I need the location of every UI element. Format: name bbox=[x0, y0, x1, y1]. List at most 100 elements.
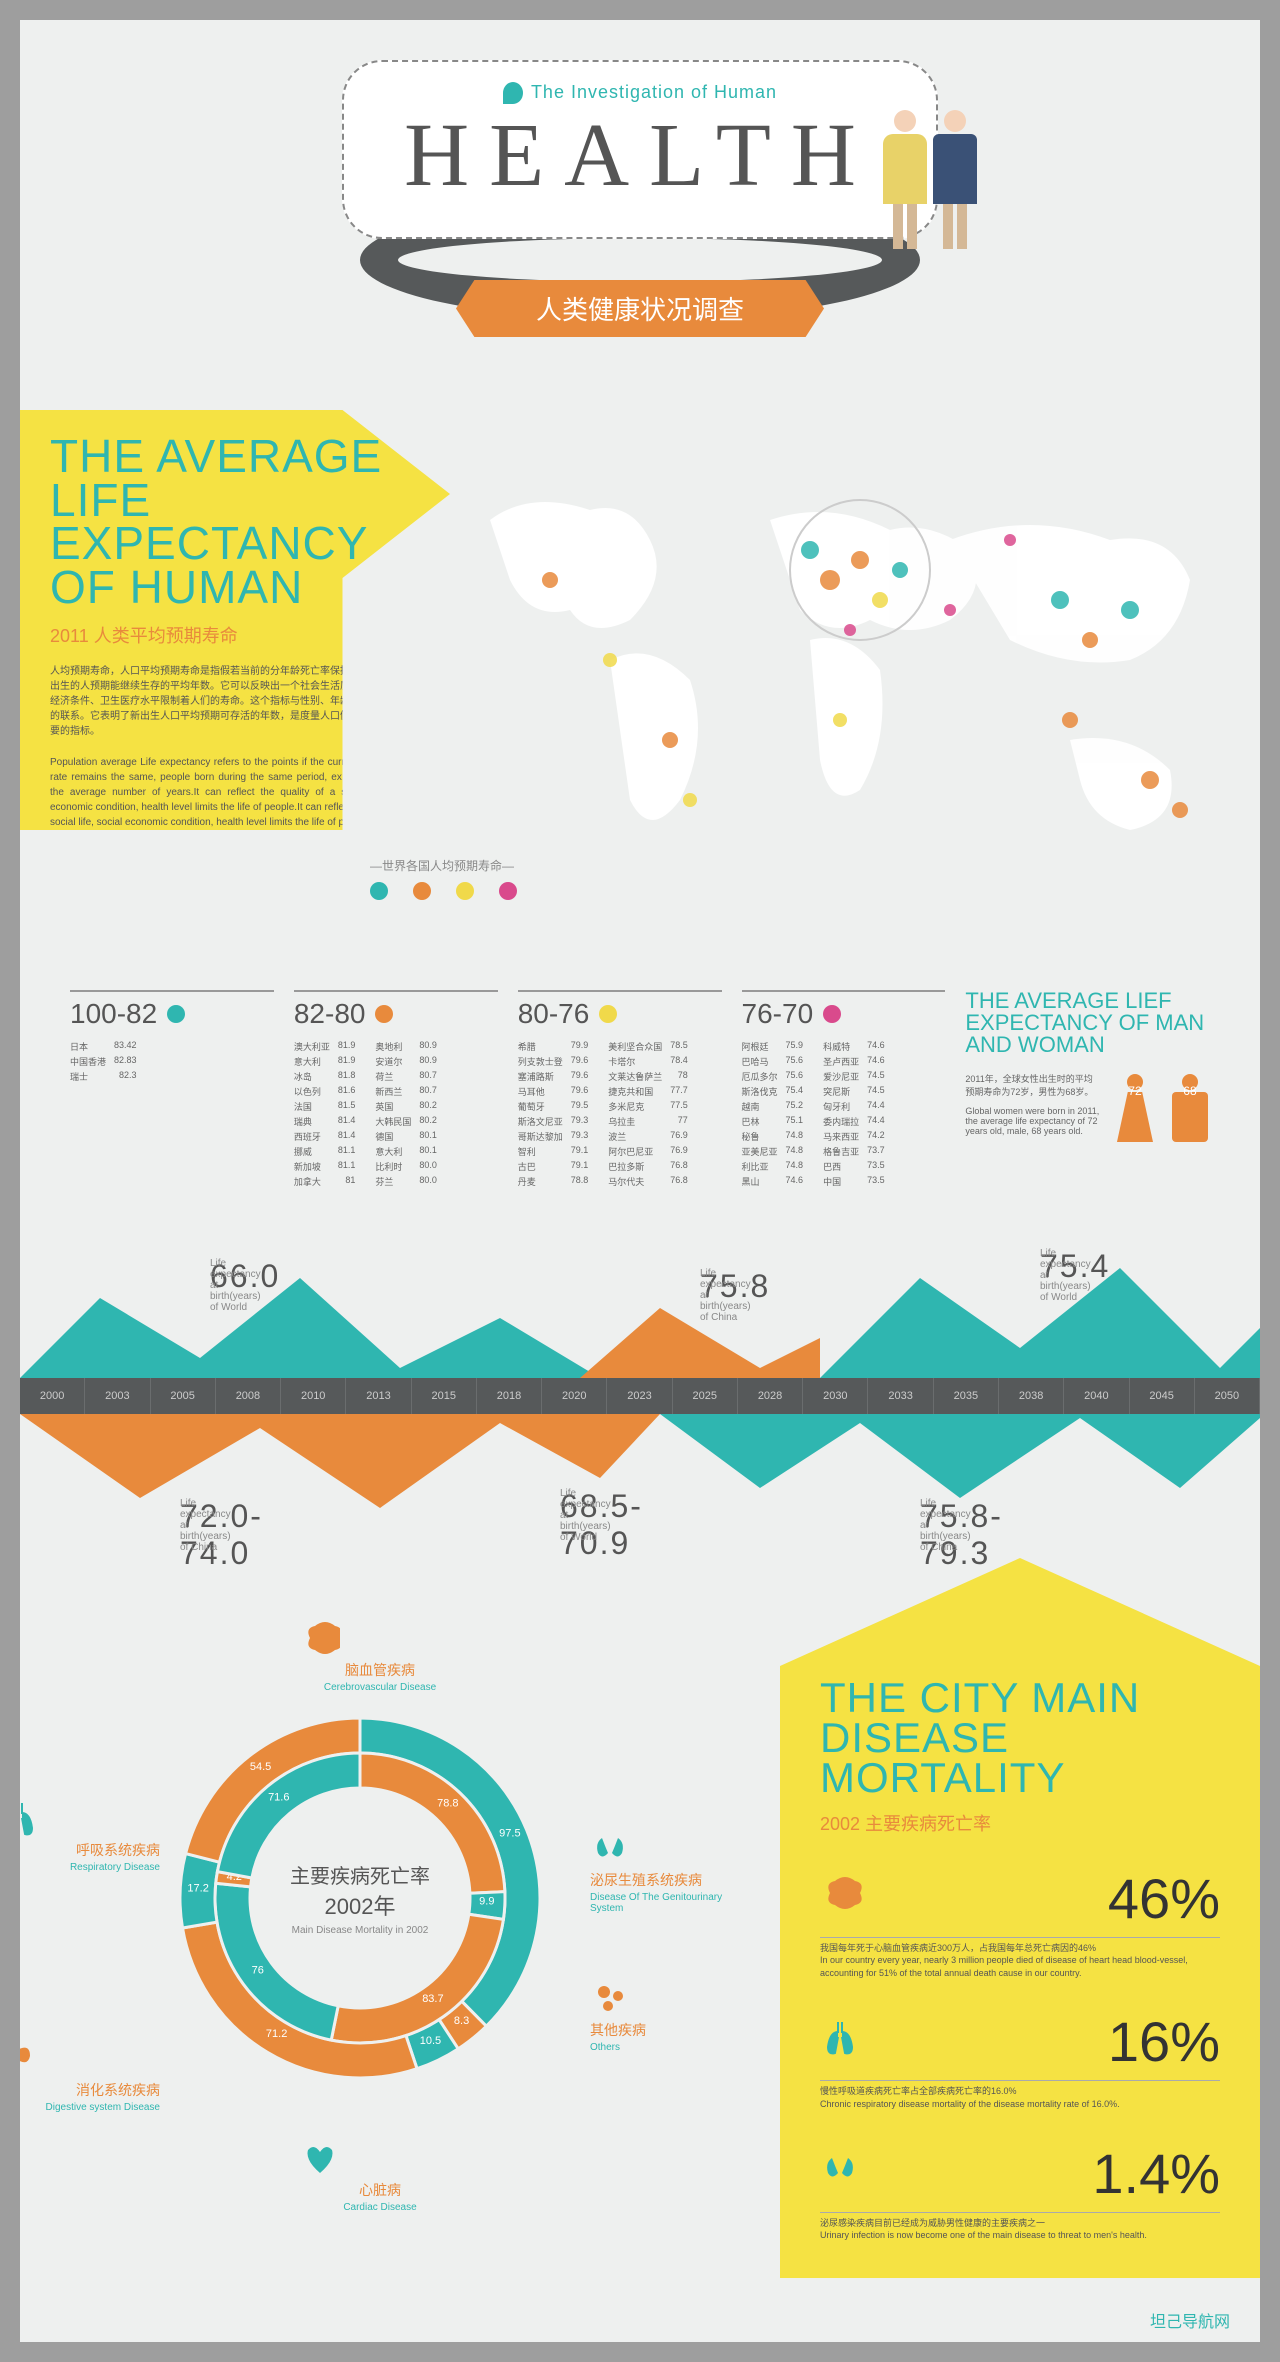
legend-dot bbox=[413, 882, 431, 900]
people-illustration bbox=[880, 110, 980, 249]
table-row: 比利时80.0 bbox=[375, 1160, 437, 1173]
table-row: 哥斯达黎加79.3 bbox=[518, 1130, 589, 1143]
table-row: 意大利81.9 bbox=[294, 1055, 356, 1068]
table-row: 荷兰80.7 bbox=[375, 1070, 437, 1083]
avg-man-woman: THE AVERAGE LIEF EXPECTANCY OF MAN AND W… bbox=[965, 990, 1210, 1142]
section-disease: 97.578.88.39.910.583.771.27617.24.254.57… bbox=[20, 1598, 1260, 2298]
timeline-year: 2045 bbox=[1130, 1378, 1195, 1414]
table-row: 斯洛文尼亚79.3 bbox=[518, 1115, 589, 1128]
timeline-year: 2028 bbox=[738, 1378, 803, 1414]
timeline-year: 2010 bbox=[281, 1378, 346, 1414]
man-figure bbox=[930, 110, 980, 249]
svg-text:83.7: 83.7 bbox=[422, 1993, 443, 2005]
svg-text:9.9: 9.9 bbox=[479, 1896, 494, 1908]
timeline-year: 2025 bbox=[673, 1378, 738, 1414]
table-row: 斯洛伐克75.4 bbox=[742, 1085, 804, 1098]
table-row: 黑山74.6 bbox=[742, 1175, 804, 1188]
body-en: Population average Life expectancy refer… bbox=[50, 755, 420, 830]
section3-subtitle: 2002 主要疾病死亡率 bbox=[820, 1810, 1220, 1836]
timeline-year: 2005 bbox=[151, 1378, 216, 1414]
table-row: 以色列81.6 bbox=[294, 1085, 356, 1098]
table-row: 乌拉圭77 bbox=[608, 1115, 688, 1128]
svg-text:54.5: 54.5 bbox=[250, 1761, 271, 1773]
brain-icon bbox=[820, 1873, 890, 1923]
stat-text: 慢性呼吸道疾病死亡率占全部疾病死亡率的16.0%Chronic respirat… bbox=[820, 2080, 1220, 2110]
female-icon: 72 bbox=[1115, 1074, 1155, 1142]
stat-percent: 46% bbox=[1108, 1866, 1220, 1931]
table-row: 安道尔80.9 bbox=[375, 1055, 437, 1068]
map-legend: —世界各国人均预期寿命— bbox=[370, 857, 517, 900]
subtitle: The Investigation of Human bbox=[404, 82, 876, 104]
table-row: 巴哈马75.6 bbox=[742, 1055, 804, 1068]
table-row: 美利坚合众国78.5 bbox=[608, 1040, 688, 1053]
svg-text:8.3: 8.3 bbox=[454, 2015, 469, 2027]
stat-text: 泌尿感染疾病目前已经成为威胁男性健康的主要疾病之一Urinary infecti… bbox=[820, 2212, 1220, 2242]
brain-icon bbox=[300, 1618, 340, 1658]
timeline-year: 2030 bbox=[803, 1378, 868, 1414]
table-row: 突尼斯74.5 bbox=[823, 1085, 885, 1098]
table-row: 文莱达鲁萨兰78 bbox=[608, 1070, 688, 1083]
range-label: 80-76 bbox=[518, 998, 590, 1030]
timeline-year: 2033 bbox=[868, 1378, 933, 1414]
misc-icon bbox=[590, 1978, 630, 2018]
heart-icon bbox=[300, 2138, 340, 2178]
table-row: 卡塔尔78.4 bbox=[608, 1055, 688, 1068]
table-row: 希腊79.9 bbox=[518, 1040, 589, 1053]
section3-title: THE CITY MAIN DISEASE MORTALITY bbox=[820, 1678, 1220, 1798]
table-row: 芬兰80.0 bbox=[375, 1175, 437, 1188]
table-row: 新西兰80.7 bbox=[375, 1085, 437, 1098]
country-table: 100-82 日本83.42中国香港82.83瑞士82.3 bbox=[70, 990, 274, 1083]
table-row: 厄瓜多尔75.6 bbox=[742, 1070, 804, 1083]
table-row: 新加坡81.1 bbox=[294, 1160, 356, 1173]
donut-chart: 97.578.88.39.910.583.771.27617.24.254.57… bbox=[140, 1678, 580, 2118]
disease-label: 脑血管疾病 Cerebrovascular Disease bbox=[300, 1618, 460, 1693]
table-row: 中国香港82.83 bbox=[70, 1055, 137, 1068]
table-row: 马耳他79.6 bbox=[518, 1085, 589, 1098]
table-row: 亚美尼亚74.8 bbox=[742, 1145, 804, 1158]
title-box: The Investigation of Human HEALTH bbox=[342, 60, 938, 239]
table-row: 阿尔巴尼亚76.9 bbox=[608, 1145, 688, 1158]
table-row: 匈牙利74.4 bbox=[823, 1100, 885, 1113]
table-row: 智利79.1 bbox=[518, 1145, 589, 1158]
yellow-callout-up: THE CITY MAIN DISEASE MORTALITY 2002 主要疾… bbox=[780, 1558, 1260, 2278]
table-row: 大韩民国80.2 bbox=[375, 1115, 437, 1128]
stat-row: 16% 慢性呼吸道疾病死亡率占全部疾病死亡率的16.0%Chronic resp… bbox=[820, 2009, 1220, 2110]
avg-title: THE AVERAGE LIEF EXPECTANCY OF MAN AND W… bbox=[965, 990, 1210, 1056]
svg-text:71.6: 71.6 bbox=[268, 1791, 289, 1803]
timeline-year: 2023 bbox=[607, 1378, 672, 1414]
woman-figure bbox=[880, 110, 930, 249]
svg-text:17.2: 17.2 bbox=[187, 1882, 208, 1894]
table-row: 奥地利80.9 bbox=[375, 1040, 437, 1053]
table-row: 科威特74.6 bbox=[823, 1040, 885, 1053]
range-dot bbox=[375, 1005, 393, 1023]
header: The Investigation of Human HEALTH 人类健康状况… bbox=[20, 20, 1260, 420]
timeline-year: 2050 bbox=[1195, 1378, 1260, 1414]
table-row: 委内瑞拉74.4 bbox=[823, 1115, 885, 1128]
table-row: 中国73.5 bbox=[823, 1175, 885, 1188]
section-life-expectancy: THE AVERAGE LIFE EXPECTANCY OF HUMAN 201… bbox=[20, 420, 1260, 980]
stat-text: 我国每年死于心脑血管疾病近300万人，占我国每年总死亡病因的46%In our … bbox=[820, 1937, 1220, 1980]
male-icon: 68 bbox=[1170, 1074, 1210, 1142]
table-row: 日本83.42 bbox=[70, 1040, 137, 1053]
disease-label: 其他疾病 Others bbox=[590, 1978, 750, 2053]
table-row: 塞浦路斯79.6 bbox=[518, 1070, 589, 1083]
range-dot bbox=[599, 1005, 617, 1023]
table-row: 多米尼克77.5 bbox=[608, 1100, 688, 1113]
world-map bbox=[430, 460, 1230, 880]
table-row: 格鲁吉亚73.7 bbox=[823, 1145, 885, 1158]
timeline-year: 2040 bbox=[1064, 1378, 1129, 1414]
table-row: 巴拉多斯76.8 bbox=[608, 1160, 688, 1173]
table-row: 巴西73.5 bbox=[823, 1160, 885, 1173]
table-row: 瑞典81.4 bbox=[294, 1115, 356, 1128]
legend-dot bbox=[370, 882, 388, 900]
section-title: THE AVERAGE LIFE EXPECTANCY OF HUMAN bbox=[50, 435, 420, 610]
legend-dot bbox=[456, 882, 474, 900]
range-label: 100-82 bbox=[70, 998, 157, 1030]
table-row: 意大利80.1 bbox=[375, 1145, 437, 1158]
disease-label: 消化系统疾病 Digestive system Disease bbox=[20, 2038, 160, 2113]
timeline-year: 2038 bbox=[999, 1378, 1064, 1414]
timeline-year: 2035 bbox=[934, 1378, 999, 1414]
table-row: 冰岛81.8 bbox=[294, 1070, 356, 1083]
table-row: 捷克共和国77.7 bbox=[608, 1085, 688, 1098]
stat-row: 46% 我国每年死于心脑血管疾病近300万人，占我国每年总死亡病因的46%In … bbox=[820, 1866, 1220, 1980]
